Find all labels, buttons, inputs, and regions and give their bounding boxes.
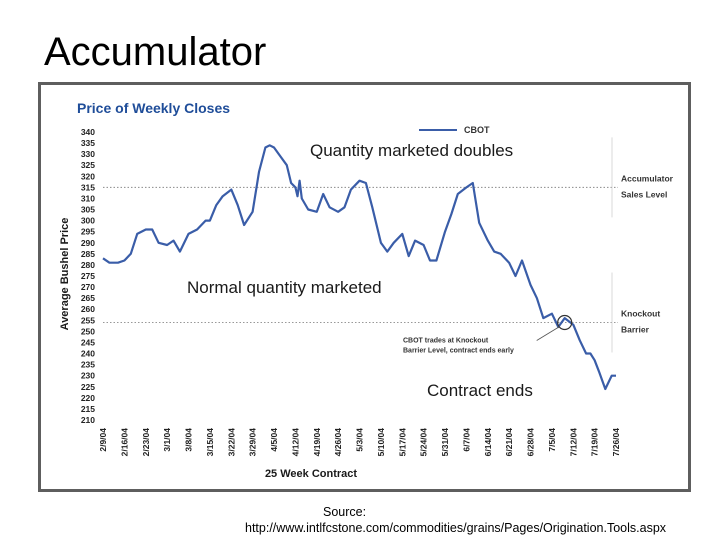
x-tick-label: 3/15/04 [205, 428, 215, 457]
y-tick-label: 290 [81, 238, 95, 248]
x-tick-label: 3/22/04 [226, 428, 236, 457]
y-tick-label: 310 [81, 193, 95, 203]
annotation-ends: Contract ends [427, 381, 533, 401]
knockout-note-line: Barrier Level, contract ends early [403, 348, 514, 355]
source-label: Source: [323, 505, 367, 519]
knockout-note: CBOT trades at Knockout Barrier Level, co… [403, 338, 514, 355]
x-tick-label: 7/5/04 [547, 428, 557, 452]
y-tick-label: 260 [81, 304, 95, 314]
y-tick-label: 300 [81, 216, 95, 226]
y-tick-label: 230 [81, 371, 95, 381]
x-axis-label: 25 Week Contract [265, 468, 357, 480]
y-tick-label: 340 [81, 127, 95, 137]
x-tick-label: 4/26/04 [333, 428, 343, 457]
series-line-cbot [102, 144, 616, 391]
x-tick-label: 6/14/04 [483, 428, 493, 457]
reference-label: Sales Level [621, 189, 667, 199]
x-tick-label: 4/5/04 [269, 428, 279, 452]
y-tick-label: 220 [81, 393, 95, 403]
y-tick-label: 215 [81, 404, 95, 414]
x-tick-label: 6/21/04 [504, 428, 514, 457]
x-tick-label: 5/3/04 [355, 428, 365, 452]
x-tick-label: 3/29/04 [248, 428, 258, 457]
reference-label: Barrier [621, 325, 650, 335]
y-tick-label: 295 [81, 227, 95, 237]
slide-title: Accumulator [44, 30, 267, 74]
y-tick-label: 305 [81, 205, 95, 215]
price-chart: Price of Weekly Closes 21021522022523023… [59, 100, 674, 480]
x-tick-label: 5/10/04 [376, 428, 386, 457]
y-tick-label: 250 [81, 326, 95, 336]
x-tick-label: 5/17/04 [397, 428, 407, 457]
y-axis-label: Average Bushel Price [59, 218, 71, 331]
knockout-note-line: CBOT trades at Knockout [403, 338, 489, 345]
x-tick-label: 3/1/04 [162, 428, 172, 452]
reference-lines: Accumulator Sales Level Knockout Barrier [103, 137, 674, 353]
y-tick-label: 235 [81, 360, 95, 370]
x-tick-label: 3/8/04 [184, 428, 194, 452]
y-tick-label: 270 [81, 282, 95, 292]
knockout-marker [557, 314, 573, 331]
x-tick-label: 7/12/04 [568, 428, 578, 457]
y-tick-label: 285 [81, 249, 95, 259]
x-tick-label: 2/23/04 [141, 428, 151, 457]
x-tick-label: 6/28/04 [526, 428, 536, 457]
chart-title: Price of Weekly Closes [77, 100, 230, 116]
x-tick-label: 4/12/04 [290, 428, 300, 457]
y-tick-label: 320 [81, 171, 95, 181]
figure-frame: Price of Weekly Closes 210 215 220 225 230 23… [38, 82, 691, 492]
annotation-doubles: Quantity marketed doubles [310, 141, 514, 161]
reference-label: Knockout [621, 309, 660, 319]
x-tick-label: 5/24/04 [419, 428, 429, 457]
reference-label: Accumulator [621, 173, 674, 183]
y-tick-label: 225 [81, 382, 95, 392]
figure-panel: Price of Weekly Closes 210 215 220 225 230 23… [41, 85, 688, 489]
y-tick-label: 280 [81, 260, 95, 270]
x-tick-label: 4/19/04 [312, 428, 322, 457]
x-tick-label: 6/7/04 [461, 428, 471, 452]
y-axis-ticks: 2102152202252302352402452502552602652702… [81, 127, 95, 425]
y-tick-label: 275 [81, 271, 95, 281]
y-tick-label: 335 [81, 138, 95, 148]
y-tick-label: 210 [81, 415, 95, 425]
source-citation: Source: http://www.intlfcstone.com/commo… [245, 504, 720, 536]
y-tick-label: 255 [81, 315, 95, 325]
y-tick-label: 265 [81, 293, 95, 303]
y-tick-label: 325 [81, 160, 95, 170]
source-url: http://www.intlfcstone.com/commodities/g… [245, 521, 667, 535]
x-tick-label: 2/16/04 [119, 428, 129, 457]
y-tick-label: 245 [81, 337, 95, 347]
x-axis-ticks: 2/9/04 2/16/04 2/23/04 3/1/04 3/8/04 3/15/04 3… [98, 428, 621, 457]
x-tick-label: 7/19/04 [590, 428, 600, 457]
marker-leader-line [536, 326, 560, 341]
x-tick-label: 5/31/04 [440, 428, 450, 457]
annotation-normal: Normal quantity marketed [187, 278, 382, 298]
y-tick-label: 315 [81, 182, 95, 192]
legend: CBOT [419, 125, 490, 135]
x-tick-label: 7/26/04 [611, 428, 621, 457]
y-tick-label: 330 [81, 149, 95, 159]
x-tick-label: 2/9/04 [98, 428, 108, 452]
legend-label: CBOT [464, 125, 490, 135]
y-tick-label: 240 [81, 349, 95, 359]
